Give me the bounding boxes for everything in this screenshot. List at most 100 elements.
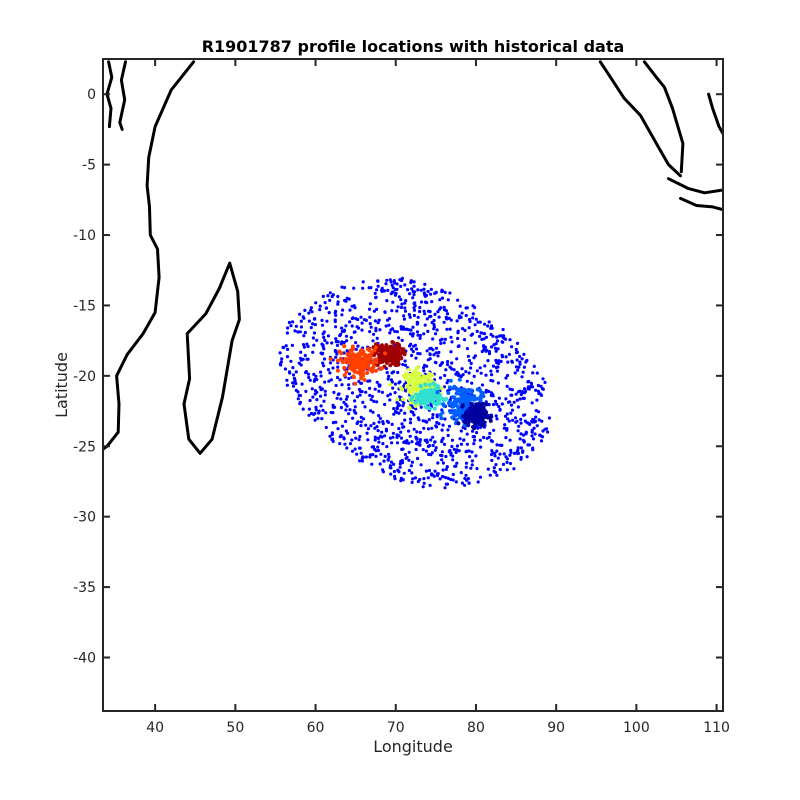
historical-point xyxy=(400,422,403,425)
historical-point xyxy=(371,411,374,414)
historical-point xyxy=(506,361,509,364)
historical-point xyxy=(443,308,446,311)
historical-point xyxy=(469,366,472,369)
historical-point xyxy=(295,370,298,373)
historical-point xyxy=(360,452,363,455)
historical-point xyxy=(416,330,419,333)
profile-point xyxy=(350,354,354,358)
historical-point xyxy=(401,339,404,342)
historical-point xyxy=(390,441,393,444)
x-tick-label: 40 xyxy=(146,720,164,736)
historical-point xyxy=(495,350,498,353)
historical-point xyxy=(456,319,459,322)
historical-point xyxy=(414,476,417,479)
historical-point xyxy=(375,400,378,403)
historical-point xyxy=(446,381,449,384)
historical-point xyxy=(377,285,380,288)
historical-point xyxy=(411,477,414,480)
historical-point xyxy=(319,395,322,398)
historical-point xyxy=(379,417,382,420)
historical-point xyxy=(362,456,365,459)
historical-point xyxy=(417,416,420,419)
profile-point xyxy=(423,382,427,386)
historical-point xyxy=(380,431,383,434)
historical-point xyxy=(502,463,505,466)
profile-point xyxy=(424,405,428,409)
historical-point xyxy=(399,479,402,482)
historical-point xyxy=(414,357,417,360)
profile-point xyxy=(370,361,374,365)
x-tick-label: 100 xyxy=(623,720,650,736)
historical-point xyxy=(370,326,373,329)
profile-point xyxy=(461,414,465,418)
profile-point xyxy=(361,374,365,378)
historical-point xyxy=(474,323,477,326)
historical-point xyxy=(396,469,399,472)
historical-point xyxy=(397,404,400,407)
historical-point xyxy=(541,377,544,380)
historical-point xyxy=(470,362,473,365)
historical-point xyxy=(383,434,386,437)
profile-point xyxy=(414,380,418,384)
historical-point xyxy=(511,409,514,412)
historical-point xyxy=(426,349,429,352)
historical-point xyxy=(329,291,332,294)
historical-point xyxy=(346,297,349,300)
profile-point xyxy=(449,379,453,383)
profile-point xyxy=(419,401,423,405)
historical-point xyxy=(356,420,359,423)
profile-point xyxy=(381,358,385,362)
historical-point xyxy=(449,328,452,331)
historical-point xyxy=(494,463,497,466)
historical-point xyxy=(475,431,478,434)
historical-point xyxy=(537,410,540,413)
historical-point xyxy=(441,338,444,341)
profile-point xyxy=(360,349,364,353)
historical-point xyxy=(466,380,469,383)
historical-point xyxy=(458,314,461,317)
historical-point xyxy=(428,418,431,421)
historical-point xyxy=(387,453,390,456)
historical-point xyxy=(336,295,339,298)
historical-point xyxy=(292,385,295,388)
profile-point xyxy=(446,391,450,395)
historical-point xyxy=(307,414,310,417)
historical-point xyxy=(516,342,519,345)
historical-point xyxy=(340,406,343,409)
historical-point xyxy=(285,344,288,347)
historical-point xyxy=(395,411,398,414)
historical-point xyxy=(529,385,532,388)
historical-point xyxy=(438,316,441,319)
historical-point xyxy=(442,424,445,427)
historical-point xyxy=(491,379,494,382)
historical-point xyxy=(383,289,386,292)
historical-point xyxy=(436,328,439,331)
historical-point xyxy=(424,301,427,304)
historical-point xyxy=(291,366,294,369)
historical-point xyxy=(435,291,438,294)
historical-point xyxy=(396,441,399,444)
historical-point xyxy=(396,330,399,333)
historical-point xyxy=(426,440,429,443)
historical-point xyxy=(497,457,500,460)
historical-point xyxy=(350,336,353,339)
historical-point xyxy=(439,376,442,379)
historical-point xyxy=(408,451,411,454)
historical-point xyxy=(466,347,469,350)
historical-point xyxy=(477,480,480,483)
profile-point xyxy=(342,366,346,370)
historical-point xyxy=(508,388,511,391)
historical-point xyxy=(401,326,404,329)
historical-point xyxy=(447,434,450,437)
historical-point xyxy=(300,325,303,328)
historical-point xyxy=(345,339,348,342)
historical-point xyxy=(357,380,360,383)
historical-point xyxy=(534,389,537,392)
historical-point xyxy=(473,435,476,438)
historical-point xyxy=(503,423,506,426)
historical-point xyxy=(493,466,496,469)
historical-point xyxy=(543,381,546,384)
historical-point xyxy=(525,431,528,434)
historical-point xyxy=(410,348,413,351)
profile-point xyxy=(457,397,461,401)
